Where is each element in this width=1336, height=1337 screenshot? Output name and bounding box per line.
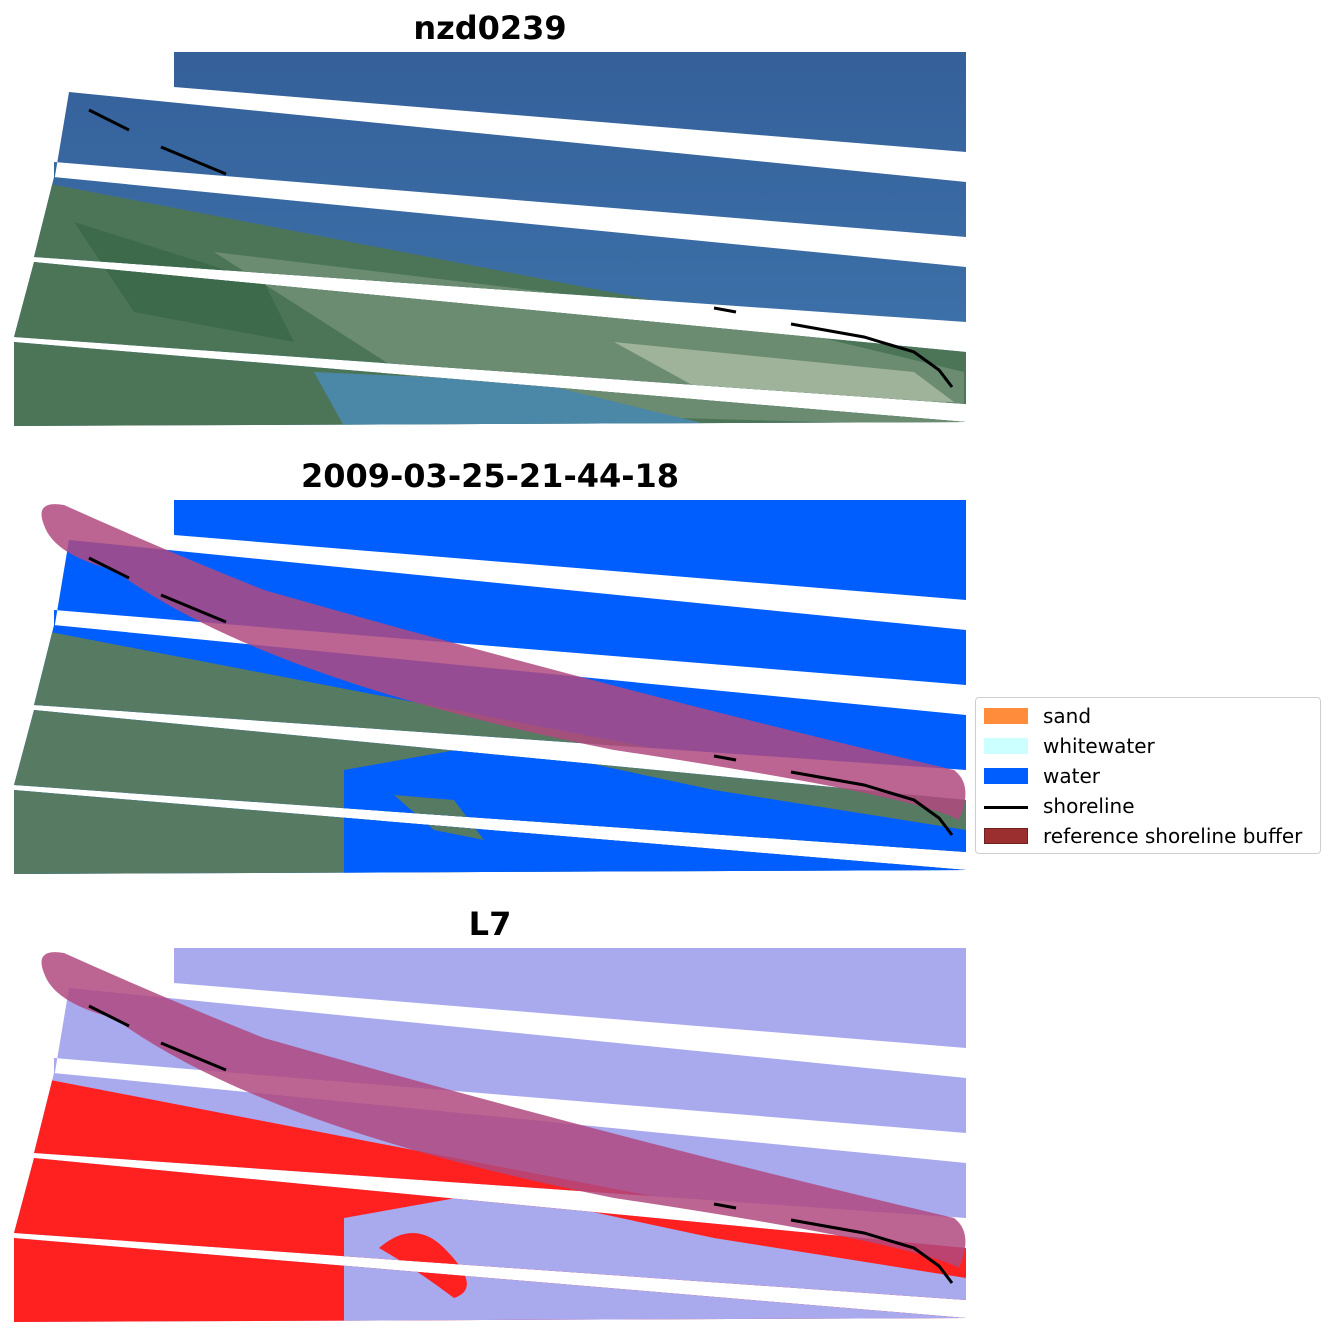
panel-title-rgb: nzd0239 bbox=[413, 9, 567, 47]
classified-image bbox=[14, 500, 966, 874]
shoreline bbox=[88, 556, 954, 836]
sand-swatch bbox=[984, 708, 1028, 724]
whitewater-swatch bbox=[984, 738, 1028, 754]
panel-title-classification: 2009-03-25-21-44-18 bbox=[300, 457, 680, 495]
classification-panel bbox=[14, 500, 966, 874]
shoreline bbox=[88, 1004, 954, 1284]
rgb-image-panel bbox=[14, 52, 966, 426]
legend: sand whitewater water shoreline referenc… bbox=[975, 697, 1321, 854]
legend-item-water: water bbox=[976, 759, 1320, 789]
legend-label: water bbox=[1043, 764, 1100, 788]
legend-label: sand bbox=[1043, 704, 1092, 728]
reference-shoreline-buffer bbox=[41, 504, 966, 820]
buffer-swatch bbox=[984, 828, 1028, 844]
rgb-satellite-image bbox=[14, 52, 966, 426]
index-image bbox=[14, 948, 966, 1322]
panel-title-satellite: L7 bbox=[468, 905, 512, 943]
legend-label: reference shoreline buffer bbox=[1043, 824, 1303, 848]
legend-item-shoreline: shoreline bbox=[976, 789, 1320, 819]
water-swatch bbox=[984, 768, 1028, 784]
legend-item-reference-shoreline-buffer: reference shoreline buffer bbox=[976, 819, 1320, 849]
index-panel bbox=[14, 948, 966, 1322]
legend-item-whitewater: whitewater bbox=[976, 729, 1320, 759]
legend-label: shoreline bbox=[1043, 794, 1135, 818]
legend-item-sand: sand bbox=[976, 699, 1320, 729]
reference-shoreline-buffer bbox=[41, 952, 966, 1268]
shoreline-swatch bbox=[984, 806, 1028, 809]
legend-label: whitewater bbox=[1043, 734, 1155, 758]
shoreline bbox=[88, 108, 954, 388]
